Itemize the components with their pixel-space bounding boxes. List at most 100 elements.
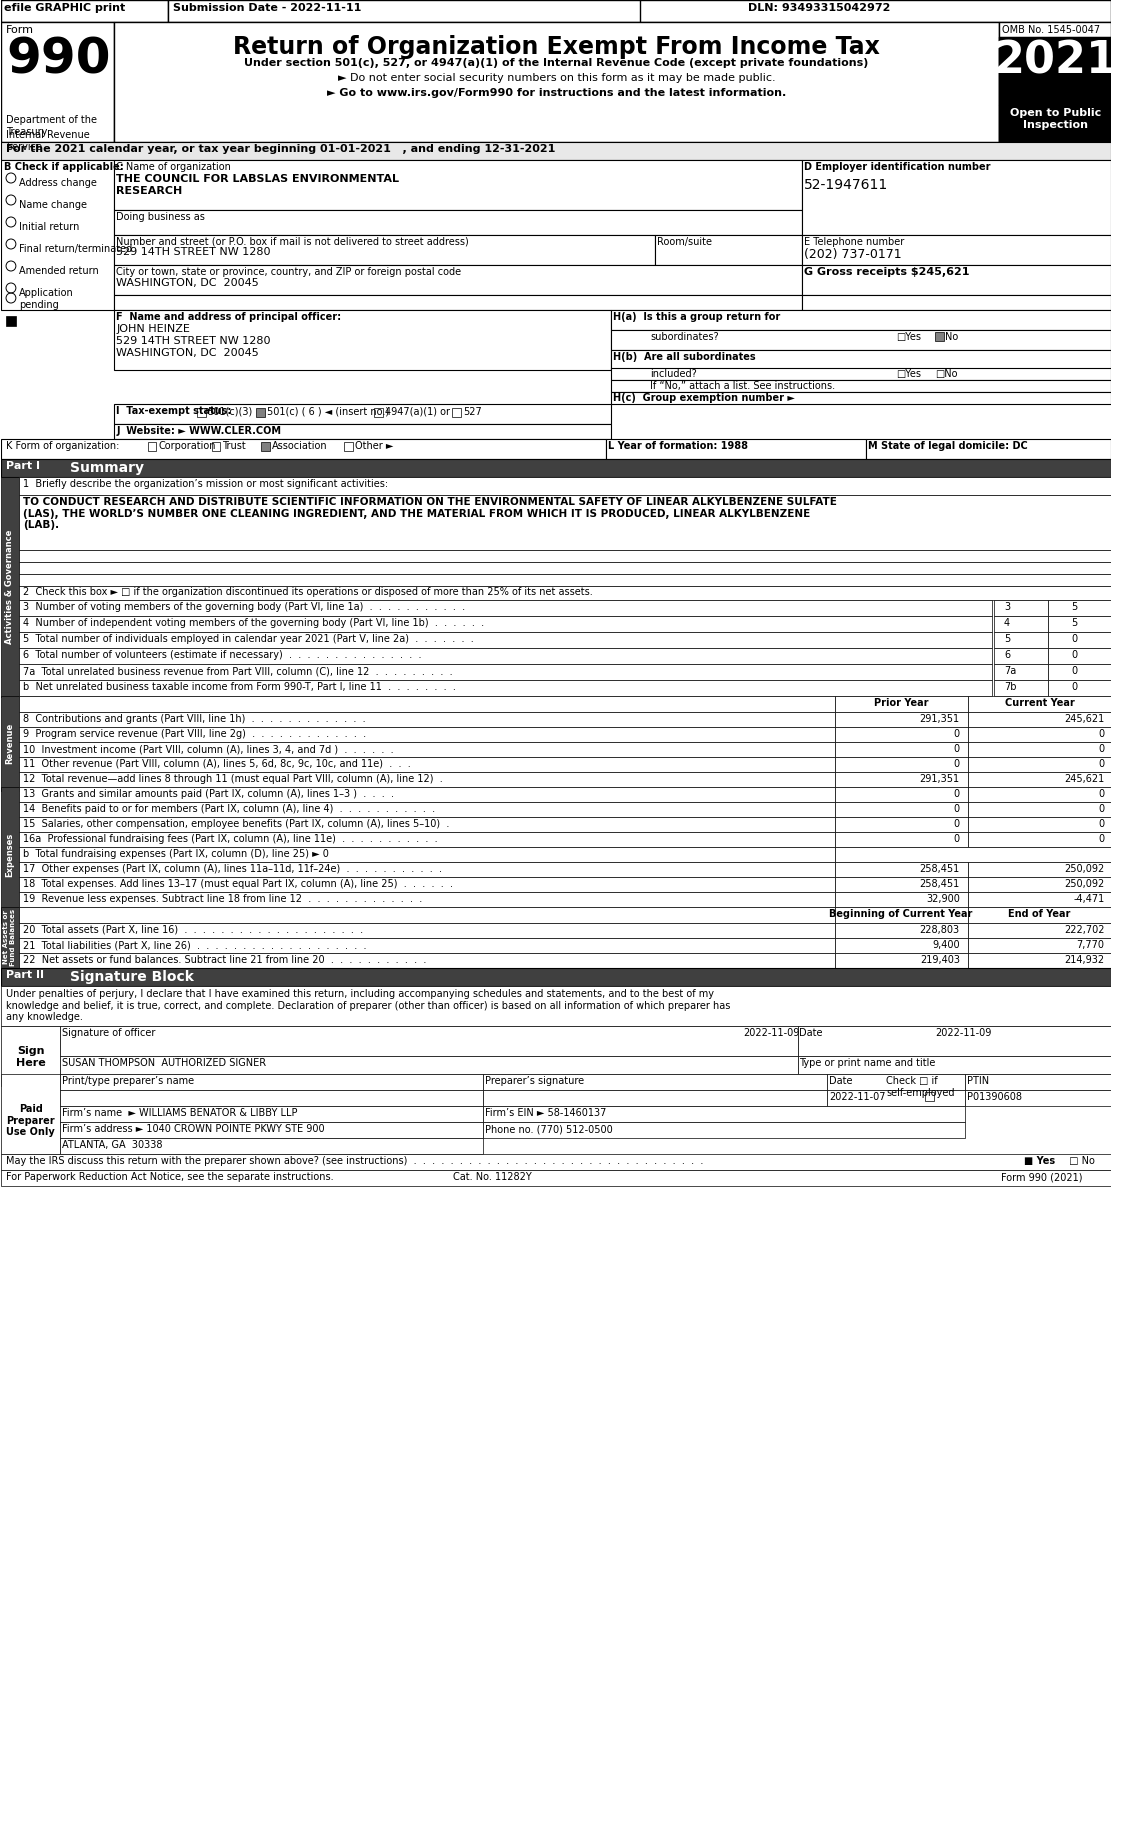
Bar	[1048, 632, 1111, 649]
Bar	[60, 1074, 483, 1090]
Text: L Year of formation: 1988: L Year of formation: 1988	[607, 442, 747, 451]
Text: City or town, state or province, country, and ZIP or foreign postal code: City or town, state or province, country…	[116, 266, 462, 277]
Text: End of Year: End of Year	[1008, 909, 1070, 918]
Bar	[19, 726, 834, 743]
Text: 0: 0	[1071, 650, 1078, 660]
Bar	[1, 987, 1111, 1026]
Bar	[114, 310, 611, 370]
Bar	[19, 477, 1111, 495]
Text: □ No: □ No	[1064, 1157, 1095, 1166]
Text: Date: Date	[799, 1027, 823, 1039]
Text: Submission Date - 2022-11-11: Submission Date - 2022-11-11	[173, 4, 361, 13]
Text: Form 990 (2021): Form 990 (2021)	[1001, 1172, 1083, 1183]
Text: Number and street (or P.O. box if mail is not delivered to street address): Number and street (or P.O. box if mail i…	[116, 237, 469, 248]
Text: Date: Date	[829, 1076, 852, 1087]
Text: 0: 0	[1071, 665, 1078, 676]
Text: Trust: Trust	[222, 442, 246, 451]
Bar	[611, 349, 1111, 370]
Bar	[19, 846, 834, 861]
Text: 1  Briefly describe the organization’s mission or most significant activities:: 1 Briefly describe the organization’s mi…	[23, 479, 388, 490]
Bar	[19, 939, 834, 954]
Bar	[926, 1092, 934, 1101]
Bar	[453, 408, 462, 418]
Text: For the 2021 calendar year, or tax year beginning 01-01-2021   , and ending 12-3: For the 2021 calendar year, or tax year …	[6, 144, 555, 153]
Text: 5: 5	[1071, 617, 1078, 628]
Text: 3: 3	[1004, 602, 1010, 612]
Bar	[828, 1090, 964, 1105]
Bar	[114, 264, 803, 296]
Text: No: No	[945, 333, 959, 342]
Text: 0: 0	[954, 819, 960, 830]
Text: 8  Contributions and grants (Part VIII, line 1h)  .  .  .  .  .  .  .  .  .  .  : 8 Contributions and grants (Part VIII, l…	[23, 713, 366, 724]
Text: Other ►: Other ►	[356, 442, 394, 451]
Bar	[114, 211, 803, 235]
Text: 7a: 7a	[1004, 665, 1016, 676]
Text: P01390608: P01390608	[966, 1092, 1022, 1101]
Text: 2021: 2021	[994, 41, 1117, 83]
Bar	[834, 787, 968, 802]
Text: 258,451: 258,451	[919, 880, 960, 889]
Text: 5: 5	[1004, 634, 1010, 643]
Bar	[60, 1055, 797, 1074]
Text: 9  Program service revenue (Part VIII, line 2g)  .  .  .  .  .  .  .  .  .  .  .: 9 Program service revenue (Part VIII, li…	[23, 728, 366, 739]
Text: 19  Revenue less expenses. Subtract line 18 from line 12  .  .  .  .  .  .  .  .: 19 Revenue less expenses. Subtract line …	[23, 894, 422, 904]
Text: Prior Year: Prior Year	[874, 699, 928, 708]
Text: 4  Number of independent voting members of the governing body (Part VI, line 1b): 4 Number of independent voting members o…	[23, 617, 484, 628]
Text: □Yes: □Yes	[895, 370, 921, 379]
Text: 0: 0	[1099, 760, 1104, 769]
Text: 7b: 7b	[1004, 682, 1016, 691]
Text: Association: Association	[271, 442, 327, 451]
Bar	[1, 477, 19, 697]
Bar	[834, 832, 968, 846]
Text: 6  Total number of volunteers (estimate if necessary)  .  .  .  .  .  .  .  .  .: 6 Total number of volunteers (estimate i…	[23, 650, 421, 660]
Text: DLN: 93493315042972: DLN: 93493315042972	[749, 4, 891, 13]
Bar	[1, 458, 1111, 477]
Bar	[483, 1074, 828, 1090]
Bar	[797, 1055, 1111, 1074]
Bar	[834, 726, 968, 743]
Text: OMB No. 1545-0047: OMB No. 1545-0047	[1003, 26, 1100, 35]
Bar	[968, 817, 1111, 832]
Text: 258,451: 258,451	[919, 865, 960, 874]
Bar	[834, 893, 968, 907]
Bar	[968, 743, 1111, 758]
Text: 2022-11-09: 2022-11-09	[743, 1027, 799, 1039]
Bar	[60, 1026, 797, 1055]
Bar	[935, 333, 944, 342]
Bar	[803, 161, 1111, 235]
Bar	[834, 861, 968, 878]
Bar	[19, 787, 834, 802]
Bar	[1, 440, 606, 458]
Text: M State of legal domicile: DC: M State of legal domicile: DC	[868, 442, 1029, 451]
Text: 13  Grants and similar amounts paid (Part IX, column (A), lines 1–3 )  .  .  .  : 13 Grants and similar amounts paid (Part…	[23, 789, 394, 798]
Text: 0: 0	[1099, 833, 1104, 845]
Text: Beginning of Current Year: Beginning of Current Year	[829, 909, 972, 918]
Text: 15  Salaries, other compensation, employee benefits (Part IX, column (A), lines : 15 Salaries, other compensation, employe…	[23, 819, 449, 830]
Text: -4,471: -4,471	[1073, 894, 1104, 904]
Text: ► Go to www.irs.gov/Form990 for instructions and the latest information.: ► Go to www.irs.gov/Form990 for instruct…	[327, 89, 786, 98]
Bar	[1, 22, 114, 142]
Text: (202) 737-0171: (202) 737-0171	[804, 248, 902, 261]
Text: Under penalties of perjury, I declare that I have examined this return, includin: Under penalties of perjury, I declare th…	[6, 989, 730, 1022]
Text: 990: 990	[6, 35, 111, 83]
Bar	[483, 1105, 964, 1122]
Bar	[256, 408, 264, 418]
Bar	[834, 922, 968, 939]
Text: Address change: Address change	[19, 177, 97, 188]
Bar	[968, 802, 1111, 817]
Bar	[1, 142, 1111, 161]
Text: 20  Total assets (Part X, line 16)  .  .  .  .  .  .  .  .  .  .  .  .  .  .  . : 20 Total assets (Part X, line 16) . . . …	[23, 926, 362, 935]
Text: Open to Public
Inspection: Open to Public Inspection	[1009, 107, 1101, 129]
Text: F  Name and address of principal officer:: F Name and address of principal officer:	[116, 312, 341, 322]
Text: 0: 0	[954, 728, 960, 739]
Text: H(c)  Group exemption number ►: H(c) Group exemption number ►	[613, 394, 795, 403]
Text: 0: 0	[1099, 789, 1104, 798]
Text: 18  Total expenses. Add lines 13–17 (must equal Part IX, column (A), line 25)  .: 18 Total expenses. Add lines 13–17 (must…	[23, 880, 453, 889]
Text: Signature of officer: Signature of officer	[62, 1027, 156, 1039]
Bar	[114, 161, 803, 211]
Text: Sign
Here: Sign Here	[16, 1046, 45, 1068]
Bar	[19, 601, 992, 615]
Bar	[19, 697, 834, 711]
Text: 11  Other revenue (Part VIII, column (A), lines 5, 6d, 8c, 9c, 10c, and 11e)  . : 11 Other revenue (Part VIII, column (A),…	[23, 760, 411, 769]
Text: Firm’s name  ► WILLIAMS BENATOR & LIBBY LLP: Firm’s name ► WILLIAMS BENATOR & LIBBY L…	[62, 1109, 298, 1118]
